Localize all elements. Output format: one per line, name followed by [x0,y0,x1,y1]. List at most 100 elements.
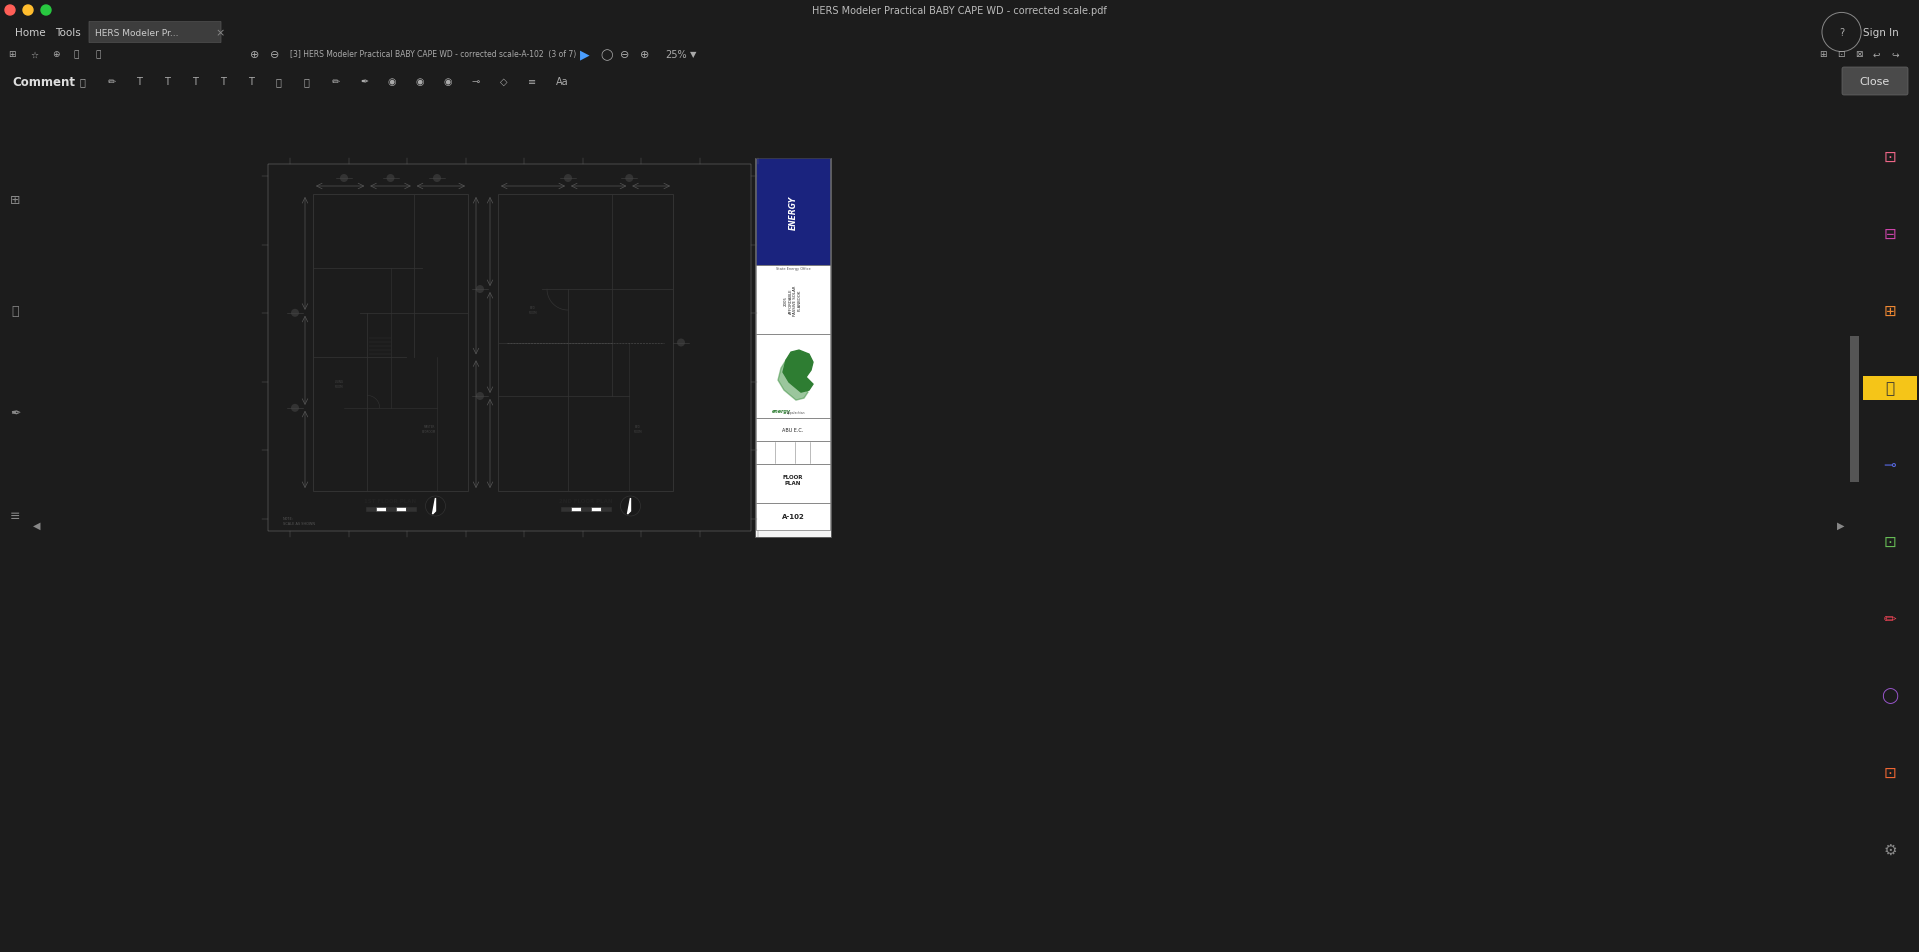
Text: Comment: Comment [12,75,75,89]
Text: MASTER
BEDROOM: MASTER BEDROOM [422,425,436,433]
Text: BED
ROOM: BED ROOM [633,425,643,433]
Bar [570,507,581,511]
Bar [376,507,386,511]
Bar [756,159,831,266]
Bar [601,507,610,511]
Text: ◀: ◀ [33,520,40,530]
Circle shape [476,286,484,294]
Text: ⊡: ⊡ [1884,534,1896,549]
Text: 2005
AFFORDABLE
PASSIVE SOLAR
PLANBOOK: 2005 AFFORDABLE PASSIVE SOLAR PLANBOOK [785,286,802,315]
Text: ⊕: ⊕ [52,50,59,59]
Text: Sign In: Sign In [1863,28,1900,38]
Text: ⊖: ⊖ [271,50,280,60]
Polygon shape [783,350,814,392]
Text: T: T [192,77,198,87]
Text: ▼: ▼ [691,50,697,59]
Polygon shape [628,499,631,514]
Text: ⊕: ⊕ [641,50,649,60]
Text: ⊟: ⊟ [1884,228,1896,242]
Bar [1863,376,1917,400]
Circle shape [292,405,299,412]
Text: A-102: A-102 [781,513,804,520]
Text: ⊞: ⊞ [1819,50,1827,59]
Text: ⊞: ⊞ [8,50,15,59]
Text: ✒: ✒ [361,77,368,87]
Text: [3] HERS Modeler Practical BABY CAPE WD - corrected scale-A-102  (3 of 7): [3] HERS Modeler Practical BABY CAPE WD … [290,50,576,59]
Bar [756,504,831,530]
Text: ✏: ✏ [1884,611,1896,626]
Text: 1ST FLOOR PLAN: 1ST FLOOR PLAN [365,499,416,504]
Circle shape [434,175,441,183]
Circle shape [23,6,33,16]
Text: ?: ? [1838,28,1844,38]
Text: ≡: ≡ [10,510,21,523]
Text: HERS Modeler Practical BABY CAPE WD - corrected scale.pdf: HERS Modeler Practical BABY CAPE WD - co… [812,6,1107,16]
Text: 🔖: 🔖 [12,305,19,318]
Bar [395,507,405,511]
Circle shape [40,6,52,16]
Text: ✏: ✏ [107,77,117,87]
Text: HERS Modeler Pr...: HERS Modeler Pr... [96,29,178,37]
Text: FLOOR
PLAN: FLOOR PLAN [783,475,804,486]
Text: Close: Close [1860,77,1890,87]
Text: ◯: ◯ [601,50,612,61]
Text: Tools: Tools [56,28,81,38]
Text: 〰: 〰 [303,77,309,87]
Text: NOTE:
SCALE AS SHOWN: NOTE: SCALE AS SHOWN [282,516,315,526]
Text: 🔍: 🔍 [96,50,102,59]
Text: ⊠: ⊠ [1856,50,1863,59]
Bar [754,159,831,538]
Bar [756,335,831,419]
Circle shape [386,175,395,183]
Text: ≡: ≡ [528,77,535,87]
Circle shape [6,6,15,16]
Text: ◯: ◯ [1881,688,1898,704]
Text: ⬛: ⬛ [75,50,79,59]
Polygon shape [432,499,436,514]
Text: ◉: ◉ [388,77,397,87]
Circle shape [292,309,299,317]
Text: ⊡: ⊡ [1884,150,1896,166]
Bar [756,442,831,465]
Text: energy: energy [771,408,791,413]
Text: Appalachian: Appalachian [787,411,806,415]
Text: ⊡: ⊡ [1836,50,1844,59]
Text: LIVING
ROOM: LIVING ROOM [334,380,344,388]
Text: T: T [248,77,253,87]
Bar [756,419,831,442]
Bar [1850,337,1860,483]
Bar [269,165,750,531]
Text: ☆: ☆ [31,50,38,59]
Text: ABU E.C.: ABU E.C. [783,428,804,433]
FancyBboxPatch shape [88,22,221,44]
Circle shape [620,497,641,516]
Circle shape [476,392,484,401]
Bar [591,507,601,511]
Text: Home: Home [15,28,46,38]
Text: ×: × [215,28,225,38]
Circle shape [677,339,685,347]
Text: BED
ROOM: BED ROOM [530,306,537,314]
Bar [756,465,831,504]
Text: T: T [221,77,226,87]
Text: 💬: 💬 [81,77,86,87]
Circle shape [340,175,347,183]
Text: ◇: ◇ [501,77,507,87]
Text: ⊸: ⊸ [1884,458,1896,472]
Text: ↪: ↪ [1890,50,1898,59]
Text: ◉: ◉ [443,77,453,87]
Text: T: T [163,77,171,87]
Bar [365,507,376,511]
Circle shape [564,175,572,183]
Bar [581,507,591,511]
Circle shape [426,497,445,516]
Text: 2ND FLOOR PLAN: 2ND FLOOR PLAN [558,499,612,504]
Bar [756,266,831,335]
Text: ⊸: ⊸ [472,77,480,87]
Text: ▶: ▶ [1836,520,1844,530]
Text: ⊖: ⊖ [620,50,629,60]
Bar [560,507,570,511]
Text: ⊞: ⊞ [10,194,21,207]
Text: ▶: ▶ [580,49,589,62]
Text: ⊕: ⊕ [249,50,259,60]
